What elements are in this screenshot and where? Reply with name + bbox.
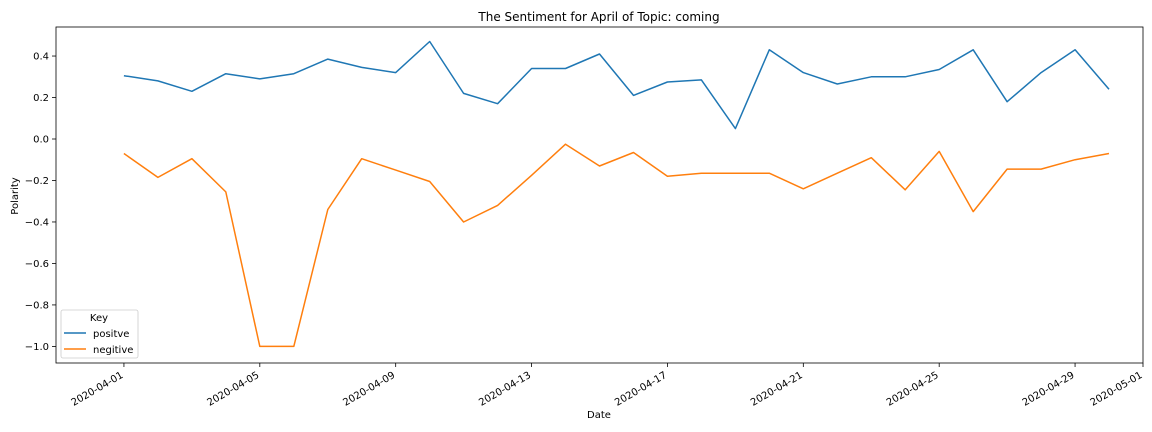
series-line-positve <box>123 40 1110 130</box>
y-tick-label: −1.0 <box>25 342 49 353</box>
legend-label-negitive: negitive <box>93 345 133 356</box>
x-tick-label: 2020-04-29 <box>1021 370 1077 409</box>
y-tick-label: −0.8 <box>25 300 49 311</box>
y-axis-ticks: 0.4 0.2 0.0 −0.2 −0.4 −0.6 −0.8 −1.0 <box>25 52 56 353</box>
legend-title: Key <box>90 313 108 324</box>
x-axis-ticks: 2020-04-01 2020-04-05 2020-04-09 2020-04-13… <box>70 363 1145 409</box>
x-tick-label: 2020-04-17 <box>613 370 669 409</box>
y-tick-label: −0.2 <box>25 176 49 187</box>
legend-box <box>60 309 139 359</box>
y-tick-label: 0.2 <box>33 93 49 104</box>
x-tick-label: 2020-05-01 <box>1089 370 1145 409</box>
y-tick-label: 0.4 <box>33 52 49 63</box>
series-line-negitive <box>123 143 1110 348</box>
x-tick-label: 2020-04-09 <box>341 370 397 409</box>
x-tick-label: 2020-04-13 <box>477 370 533 409</box>
x-tick-label: 2020-04-21 <box>749 370 805 409</box>
legend-label-positve: positve <box>93 329 129 340</box>
legend: Key positve negitive <box>60 309 139 359</box>
x-axis-label: Date <box>587 410 611 421</box>
y-tick-label: −0.6 <box>25 259 49 270</box>
y-tick-label: −0.4 <box>25 217 49 228</box>
chart-title: The Sentiment for April of Topic: coming <box>477 10 719 24</box>
y-axis-label: Polarity <box>10 177 21 215</box>
y-tick-label: 0.0 <box>33 135 49 146</box>
plot-area <box>123 40 1110 348</box>
x-tick-label: 2020-04-01 <box>70 370 126 409</box>
x-tick-label: 2020-04-05 <box>205 370 261 409</box>
x-tick-label: 2020-04-25 <box>885 370 941 409</box>
plot-frame <box>55 26 1144 364</box>
